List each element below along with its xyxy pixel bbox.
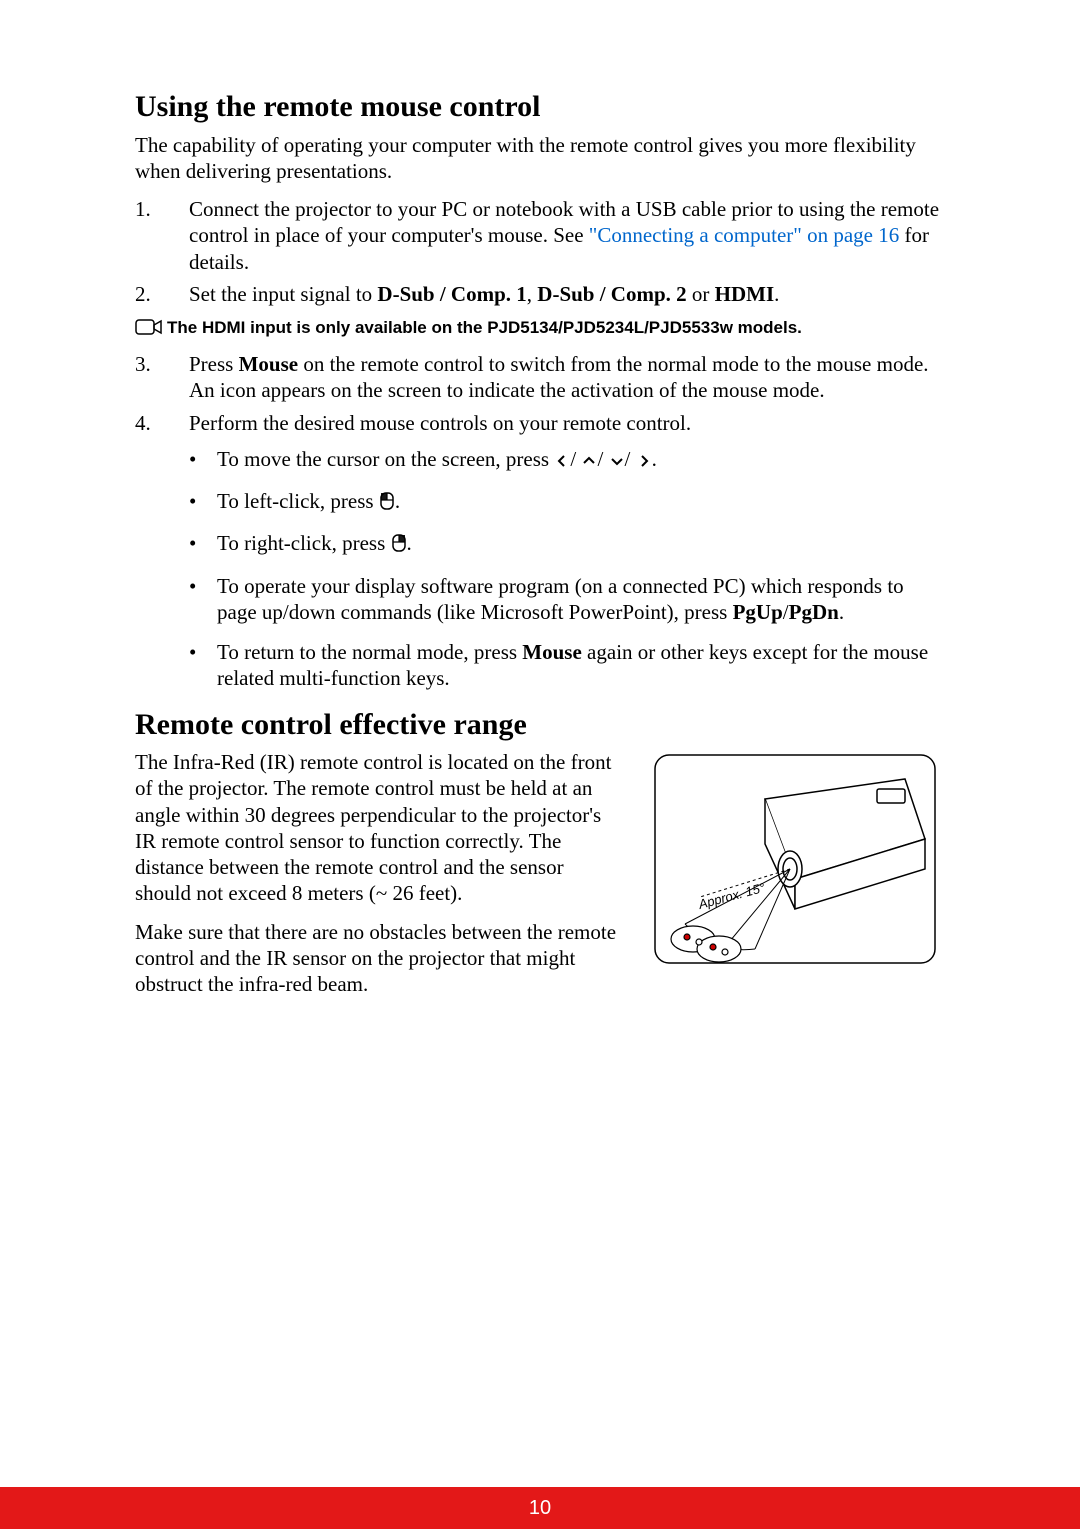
page-content: Using the remote mouse control The capab… bbox=[0, 0, 1080, 1009]
arrow-up-icon bbox=[582, 448, 596, 474]
mouse-right-icon bbox=[392, 532, 406, 558]
step-3: 3. Press Mouse on the remote control to … bbox=[135, 351, 945, 404]
arrow-right-icon bbox=[637, 448, 651, 474]
step-text: Set the input signal to D-Sub / Comp. 1,… bbox=[189, 281, 945, 307]
bold: Mouse bbox=[239, 352, 299, 376]
range-text: The Infra-Red (IR) remote control is loc… bbox=[135, 749, 617, 1009]
sub-text: To operate your display software program… bbox=[217, 573, 945, 626]
sub-step-right-click: • To right-click, press . bbox=[189, 530, 945, 558]
sub-step-page-updown: • To operate your display software progr… bbox=[189, 573, 945, 626]
text: To left-click, press bbox=[217, 489, 379, 513]
note-icon bbox=[135, 317, 167, 341]
step-text: Press Mouse on the remote control to swi… bbox=[189, 351, 945, 404]
sub-text: To move the cursor on the screen, press … bbox=[217, 446, 945, 474]
step-number: 3. bbox=[135, 351, 189, 404]
text: . bbox=[652, 447, 657, 471]
step-number: 4. bbox=[135, 410, 189, 436]
note-hdmi: The HDMI input is only available on the … bbox=[135, 317, 945, 341]
bullet: • bbox=[189, 488, 217, 516]
step-2: 2. Set the input signal to D-Sub / Comp.… bbox=[135, 281, 945, 307]
text: , bbox=[527, 282, 538, 306]
bullet: • bbox=[189, 573, 217, 626]
xref-connecting-computer[interactable]: "Connecting a computer" on page 16 bbox=[589, 223, 899, 247]
sub-steps-list: • To move the cursor on the screen, pres… bbox=[189, 446, 945, 692]
bold: D-Sub / Comp. 1 bbox=[377, 282, 526, 306]
bold: Mouse bbox=[522, 640, 582, 664]
range-paragraph-1: The Infra-Red (IR) remote control is loc… bbox=[135, 749, 617, 907]
step-1: 1. Connect the projector to your PC or n… bbox=[135, 196, 945, 275]
text: . bbox=[395, 489, 400, 513]
intro-paragraph: The capability of operating your compute… bbox=[135, 132, 945, 185]
note-text: The HDMI input is only available on the … bbox=[167, 317, 945, 339]
text: To return to the normal mode, press bbox=[217, 640, 522, 664]
text: Set the input signal to bbox=[189, 282, 377, 306]
text: . bbox=[407, 531, 412, 555]
text: . bbox=[839, 600, 844, 624]
range-diagram: Approx. 15° bbox=[645, 749, 945, 1009]
bold: HDMI bbox=[715, 282, 775, 306]
heading-remote-mouse: Using the remote mouse control bbox=[135, 88, 945, 126]
mouse-left-icon bbox=[380, 490, 394, 516]
sub-text: To return to the normal mode, press Mous… bbox=[217, 639, 945, 692]
bullet: • bbox=[189, 446, 217, 474]
sub-step-return-normal: • To return to the normal mode, press Mo… bbox=[189, 639, 945, 692]
step-number: 1. bbox=[135, 196, 189, 275]
text: . bbox=[774, 282, 779, 306]
heading-effective-range: Remote control effective range bbox=[135, 706, 945, 744]
step-text: Perform the desired mouse controls on yo… bbox=[189, 410, 945, 436]
sub-text: To right-click, press . bbox=[217, 530, 945, 558]
text: on the remote control to switch from the… bbox=[189, 352, 929, 402]
sub-text: To left-click, press . bbox=[217, 488, 945, 516]
text: Press bbox=[189, 352, 239, 376]
bullet: • bbox=[189, 530, 217, 558]
steps-list: 1. Connect the projector to your PC or n… bbox=[135, 196, 945, 307]
bold: PgDn bbox=[789, 600, 839, 624]
arrow-down-icon bbox=[610, 448, 624, 474]
step-number: 2. bbox=[135, 281, 189, 307]
range-block: The Infra-Red (IR) remote control is loc… bbox=[135, 749, 945, 1009]
text: To right-click, press bbox=[217, 531, 391, 555]
steps-list-cont: 3. Press Mouse on the remote control to … bbox=[135, 351, 945, 436]
step-text: Connect the projector to your PC or note… bbox=[189, 196, 945, 275]
bold: D-Sub / Comp. 2 bbox=[537, 282, 686, 306]
sub-step-left-click: • To left-click, press . bbox=[189, 488, 945, 516]
range-paragraph-2: Make sure that there are no obstacles be… bbox=[135, 919, 617, 998]
text: or bbox=[687, 282, 715, 306]
sub-step-move-cursor: • To move the cursor on the screen, pres… bbox=[189, 446, 945, 474]
bold: PgUp bbox=[733, 600, 783, 624]
step-4: 4. Perform the desired mouse controls on… bbox=[135, 410, 945, 436]
projector-ir-diagram-icon: Approx. 15° bbox=[645, 749, 945, 969]
bullet: • bbox=[189, 639, 217, 692]
arrow-left-icon bbox=[555, 448, 569, 474]
page-number: 10 bbox=[529, 1497, 551, 1519]
text: To move the cursor on the screen, press bbox=[217, 447, 554, 471]
page-footer: 10 bbox=[0, 1487, 1080, 1529]
